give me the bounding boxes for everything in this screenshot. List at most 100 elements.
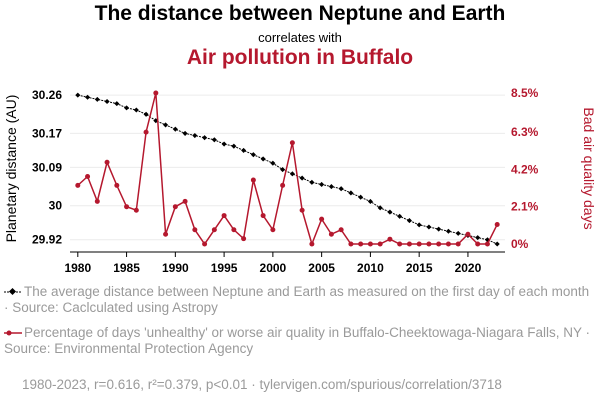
y-left-tick-label: 30 [49, 199, 63, 213]
data-point-air-pollution [328, 231, 334, 237]
y-right-tick-label: 8.5% [511, 86, 539, 100]
data-point-air-pollution [163, 231, 169, 237]
data-point-air-pollution [94, 198, 100, 204]
data-point-neptune [270, 160, 276, 166]
data-point-air-pollution [231, 227, 237, 233]
y-right-tick-label: 0% [511, 237, 529, 251]
y-right-axis-label: Bad air quality days [581, 107, 597, 229]
y-left-tick-label: 30.09 [32, 160, 62, 174]
data-point-air-pollution [465, 231, 471, 237]
data-point-neptune [426, 224, 432, 230]
data-point-air-pollution [338, 227, 344, 233]
data-point-neptune [289, 171, 295, 177]
chart-subtitle: correlates with [258, 30, 342, 45]
x-tick-label: 1985 [113, 261, 140, 275]
data-point-air-pollution [367, 241, 373, 247]
data-point-neptune [163, 122, 169, 128]
data-point-neptune [241, 147, 247, 153]
x-tick-label: 1980 [64, 261, 91, 275]
data-point-neptune [436, 226, 442, 232]
y-left-tick-label: 30.26 [32, 88, 62, 102]
data-point-air-pollution [348, 241, 354, 247]
chart-title: The distance between Neptune and Earth [94, 2, 506, 25]
legend-item-air-pollution: Percentage of days 'unhealthy' or worse … [4, 325, 596, 357]
data-point-air-pollution [319, 216, 325, 222]
legend-label-neptune: The average distance between Neptune and… [4, 284, 590, 315]
data-point-neptune [260, 156, 266, 162]
data-point-neptune [211, 137, 217, 143]
data-point-neptune [475, 235, 481, 241]
data-point-neptune [299, 175, 305, 181]
data-point-air-pollution [124, 204, 130, 210]
data-point-air-pollution [358, 241, 364, 247]
data-point-neptune [328, 184, 334, 190]
data-point-air-pollution [387, 236, 393, 242]
data-point-air-pollution [133, 207, 139, 213]
data-point-air-pollution [426, 241, 432, 247]
data-point-neptune [143, 111, 149, 117]
data-point-neptune [348, 190, 354, 196]
data-point-neptune [231, 143, 237, 149]
legend-label-air-pollution: Percentage of days 'unhealthy' or worse … [4, 325, 590, 356]
data-point-air-pollution [406, 241, 412, 247]
series-line-air-pollution [77, 92, 498, 247]
data-point-neptune [114, 101, 120, 107]
data-point-neptune [124, 105, 130, 111]
data-point-neptune [202, 135, 208, 141]
data-point-neptune [250, 152, 256, 158]
data-point-neptune [455, 230, 461, 236]
data-point-neptune [104, 98, 110, 105]
data-point-air-pollution [436, 241, 442, 247]
data-point-air-pollution [114, 182, 120, 188]
data-point-air-pollution [221, 213, 227, 219]
legend-swatch-neptune [4, 287, 22, 296]
data-point-neptune [319, 181, 325, 187]
y-right-tick-label: 4.2% [511, 162, 539, 176]
x-tick-label: 2020 [455, 261, 482, 275]
data-point-air-pollution [260, 213, 266, 219]
data-point-air-pollution [484, 241, 490, 247]
x-tick-label: 2005 [308, 261, 335, 275]
data-point-air-pollution [377, 241, 383, 247]
data-point-air-pollution [241, 236, 247, 242]
data-point-air-pollution [494, 221, 500, 227]
data-point-neptune [192, 132, 198, 139]
data-point-neptune [445, 228, 451, 234]
data-point-air-pollution [153, 90, 159, 96]
data-point-neptune [416, 222, 422, 228]
data-point-neptune [377, 205, 383, 211]
data-point-air-pollution [211, 227, 217, 233]
data-point-air-pollution [475, 241, 481, 247]
data-point-neptune [406, 218, 412, 224]
data-point-neptune [494, 241, 500, 247]
data-point-neptune [172, 126, 178, 132]
data-point-neptune [85, 94, 91, 100]
data-point-neptune [221, 141, 227, 147]
data-point-air-pollution [445, 241, 451, 247]
data-point-air-pollution [455, 241, 461, 247]
data-point-air-pollution [192, 227, 198, 233]
data-point-neptune [387, 209, 393, 215]
data-point-neptune [94, 96, 100, 102]
data-point-neptune [338, 186, 344, 192]
data-point-air-pollution [75, 182, 81, 188]
y-left-axis-label: Planetary distance (AU) [3, 95, 19, 243]
legend-swatch-air-pollution [4, 330, 22, 336]
data-point-air-pollution [182, 198, 188, 204]
data-point-air-pollution [270, 227, 276, 233]
data-point-neptune [182, 130, 188, 136]
x-tick-label: 2015 [406, 261, 433, 275]
legend-item-neptune: The average distance between Neptune and… [4, 284, 596, 316]
data-point-air-pollution [250, 177, 256, 183]
x-tick-label: 2010 [357, 261, 384, 275]
x-tick-label: 2000 [260, 261, 287, 275]
y-right-tick-label: 6.3% [511, 125, 539, 139]
data-point-air-pollution [280, 182, 286, 188]
data-point-air-pollution [202, 241, 208, 247]
data-point-air-pollution [289, 140, 295, 146]
data-point-air-pollution [143, 129, 149, 135]
data-point-air-pollution [85, 173, 91, 179]
data-point-air-pollution [397, 241, 403, 247]
data-point-air-pollution [309, 241, 315, 247]
data-point-neptune [358, 194, 364, 200]
